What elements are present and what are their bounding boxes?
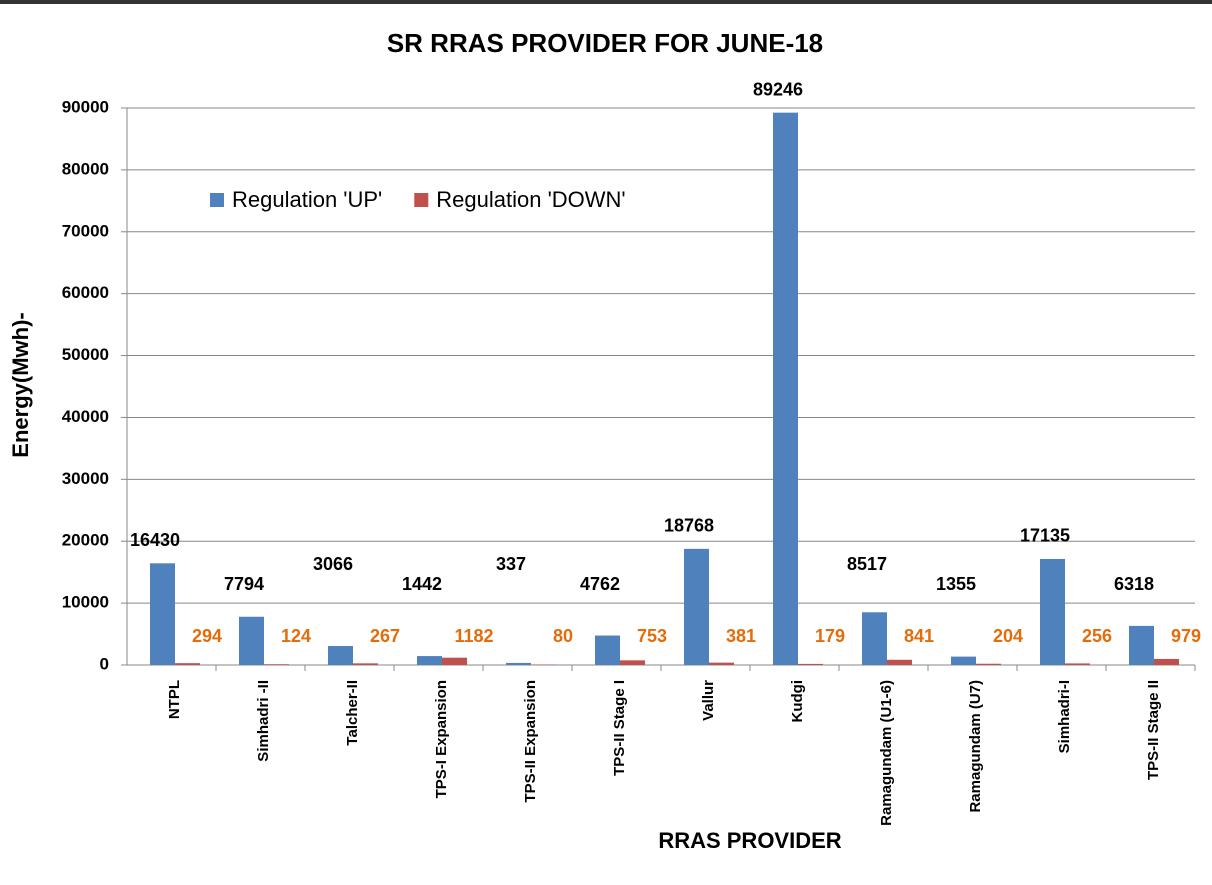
x-tick-label: NTPL: [166, 680, 183, 719]
x-axis-title: RRAS PROVIDER: [658, 828, 841, 853]
value-label: 4762: [580, 574, 620, 594]
x-tick-label: Ramagundam (U7): [967, 680, 984, 813]
y-tick-label: 30000: [62, 469, 109, 488]
bar: [175, 663, 200, 665]
bar: [442, 657, 467, 665]
value-label: 7794: [224, 574, 264, 594]
y-axis-title: Energy(Mwh)-: [8, 312, 33, 457]
bar: [951, 656, 976, 665]
value-label: 1355: [936, 574, 976, 594]
bar: [328, 646, 353, 665]
legend-swatch: [210, 193, 224, 207]
y-tick-label: 90000: [62, 97, 109, 116]
value-label: 6318: [1114, 574, 1154, 594]
value-label: 16430: [130, 530, 180, 550]
value-label: 204: [993, 626, 1023, 646]
value-label: 179: [815, 626, 845, 646]
legend-label: Regulation 'DOWN': [436, 187, 625, 212]
x-tick-label: TPS-II Stage I: [611, 680, 628, 776]
bar: [150, 563, 175, 665]
y-tick-label: 40000: [62, 407, 109, 426]
legend-label: Regulation 'UP': [232, 187, 382, 212]
bar: [1154, 658, 1179, 665]
bar: [353, 663, 378, 665]
value-label: 381: [726, 626, 756, 646]
y-tick-label: 70000: [62, 221, 109, 240]
value-label: 841: [904, 626, 934, 646]
chart-title: SR RRAS PROVIDER FOR JUNE-18: [387, 28, 823, 58]
bar: [264, 664, 289, 665]
value-label: 8517: [847, 554, 887, 574]
bar: [773, 112, 798, 665]
value-label: 1442: [402, 574, 442, 594]
x-tick-label: TPS-II Stage II: [1145, 680, 1162, 780]
x-tick-label: Simhadri-I: [1056, 680, 1073, 753]
x-tick-label: Simhadri -II: [255, 680, 272, 762]
bar: [1129, 625, 1154, 665]
bar: [620, 660, 645, 665]
y-tick-label: 60000: [62, 283, 109, 302]
legend-swatch: [414, 193, 429, 207]
value-label: 89246: [753, 79, 803, 99]
bar: [1065, 663, 1090, 665]
bar: [684, 548, 709, 665]
bar: [239, 616, 264, 665]
value-label: 17135: [1020, 526, 1070, 546]
y-tick-label: 20000: [62, 531, 109, 550]
value-label: 80: [553, 626, 573, 646]
top-border: [0, 0, 1212, 4]
value-label: 337: [496, 554, 526, 574]
x-tick-label: Talcher-II: [344, 680, 361, 746]
value-label: 753: [637, 626, 667, 646]
y-tick-label: 0: [100, 654, 109, 673]
bar: [1040, 558, 1065, 665]
x-tick-label: Ramagundam (U1-6): [878, 680, 895, 826]
x-tick-label: TPS-II Expansion: [522, 680, 539, 803]
bar: [709, 662, 734, 665]
bar: [976, 663, 1001, 665]
x-tick-label: Kudgi: [789, 680, 806, 723]
value-label: 294: [192, 626, 222, 646]
y-tick-label: 10000: [62, 593, 109, 612]
value-label: 1182: [454, 626, 493, 646]
bar: [862, 612, 887, 665]
bar: [506, 662, 531, 665]
bar: [798, 663, 823, 665]
x-tick-label: TPS-I Expansion: [433, 680, 450, 798]
y-tick-label: 80000: [62, 159, 109, 178]
y-tick-label: 50000: [62, 345, 109, 364]
value-label: 267: [370, 626, 400, 646]
value-label: 18768: [664, 516, 714, 536]
value-label: 256: [1082, 626, 1112, 646]
x-tick-label: Vallur: [700, 680, 717, 721]
value-label: 3066: [313, 554, 353, 574]
value-label: 124: [281, 626, 311, 646]
value-label: 979: [1171, 626, 1201, 646]
bar: [595, 635, 620, 665]
bar: [887, 659, 912, 665]
bar: [417, 656, 442, 665]
